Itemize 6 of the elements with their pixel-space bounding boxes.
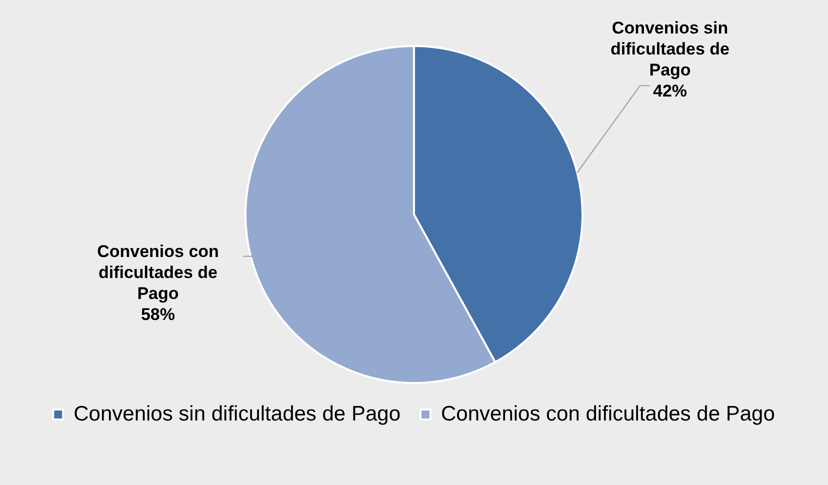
data-label: 58% — [140, 305, 176, 324]
legend-label: Convenios con dificultades de Pago — [440, 402, 775, 426]
slice-label: Convenios sin dificultades de Pago — [610, 18, 730, 80]
data-label: 42% — [652, 81, 688, 100]
legend-label: Convenios sin dificultades de Pago — [74, 402, 400, 426]
slice-label: Convenios con dificultades de Pago — [97, 242, 219, 303]
